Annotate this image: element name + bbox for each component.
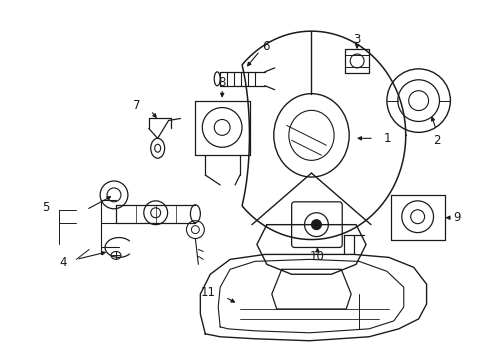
Text: 7: 7	[133, 99, 141, 112]
Circle shape	[311, 220, 321, 230]
Text: 5: 5	[42, 201, 49, 214]
Text: 1: 1	[383, 132, 390, 145]
Text: 3: 3	[353, 33, 360, 46]
Text: 6: 6	[262, 40, 269, 53]
Text: 10: 10	[309, 250, 324, 263]
Text: 2: 2	[432, 134, 439, 147]
Text: 4: 4	[59, 256, 66, 269]
Text: 9: 9	[452, 211, 460, 224]
Text: 11: 11	[200, 285, 215, 299]
Text: 8: 8	[218, 76, 225, 89]
